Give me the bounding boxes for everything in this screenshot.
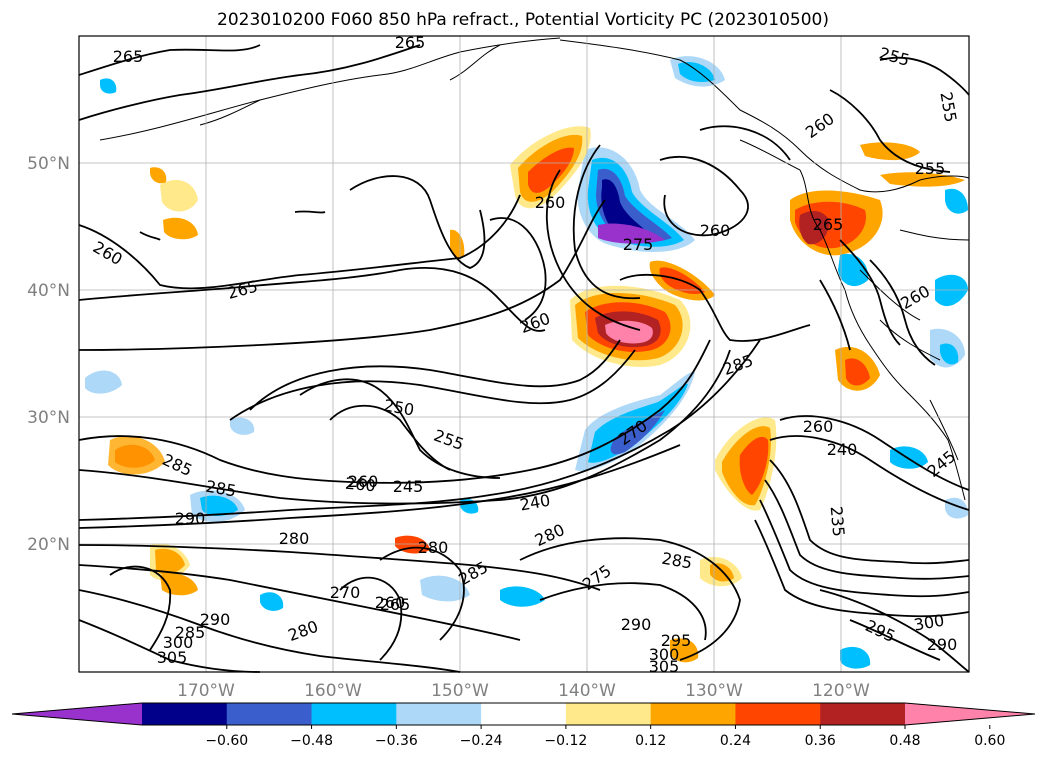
colorbar-tick-label: 0.24 bbox=[720, 733, 751, 749]
colorbar-segment bbox=[481, 703, 567, 725]
contour-label: 265 bbox=[395, 33, 426, 52]
contour-label: 260 bbox=[535, 193, 566, 212]
colorbar-tick-label: −0.24 bbox=[460, 733, 503, 749]
contour-label: 245 bbox=[393, 477, 424, 496]
lon-label-130w: 130°W bbox=[685, 681, 743, 701]
contour-label: 275 bbox=[623, 235, 654, 254]
colorbar-segment bbox=[226, 703, 313, 725]
contour-label: 305 bbox=[649, 657, 680, 676]
colorbar-segment bbox=[565, 703, 652, 725]
colorbar-tick-label: −0.48 bbox=[290, 733, 333, 749]
lon-label-140w: 140°W bbox=[558, 681, 616, 701]
contour-label: 285 bbox=[175, 623, 206, 642]
contour-label: 265 bbox=[380, 595, 411, 614]
contour-label: 290 bbox=[927, 635, 958, 654]
colorbar-extend-low bbox=[12, 703, 142, 725]
colorbar-outline bbox=[11, 702, 1036, 726]
contour-label: 260 bbox=[803, 417, 834, 436]
contour-label: 305 bbox=[157, 648, 188, 667]
contour-label: 265 bbox=[813, 215, 844, 234]
colorbar-tick-label: 0.12 bbox=[635, 733, 666, 749]
colorbar-segment bbox=[396, 703, 482, 725]
colorbar: −0.60 −0.48 −0.36 −0.24 −0.12 0.12 0.24 0.36 0.4… bbox=[11, 702, 1036, 749]
contour-label: 260 bbox=[700, 221, 731, 240]
lon-label-120w: 120°W bbox=[812, 681, 870, 701]
colorbar-tick-label: 0.36 bbox=[805, 733, 836, 749]
contour-label: 265 bbox=[113, 47, 144, 66]
latitude-labels: 50°N 40°N 30°N 20°N bbox=[27, 154, 70, 555]
contour-label: 295 bbox=[661, 631, 692, 650]
colorbar-tick-label: −0.36 bbox=[375, 733, 418, 749]
colorbar-segment bbox=[650, 703, 736, 725]
contour-label: 260 bbox=[348, 472, 379, 491]
contour-label: 260 bbox=[344, 474, 376, 496]
map-title: 2023010200 F060 850 hPa refract., Potent… bbox=[217, 10, 829, 30]
colorbar-segment bbox=[735, 703, 821, 725]
colorbar-tick-label: 0.48 bbox=[889, 733, 920, 749]
colorbar-extend-high bbox=[905, 703, 1035, 725]
contour-label: 300 bbox=[163, 633, 194, 652]
contour-label: 280 bbox=[418, 538, 449, 557]
contour-label: 290 bbox=[200, 610, 231, 629]
longitude-labels: 170°W 160°W 150°W 140°W 130°W 120°W bbox=[177, 681, 870, 701]
lon-label-170w: 170°W bbox=[177, 681, 235, 701]
lat-label-50n: 50°N bbox=[27, 154, 70, 174]
lat-label-20n: 20°N bbox=[27, 535, 70, 555]
contour-label: 270 bbox=[330, 583, 361, 602]
colorbar-segment bbox=[820, 703, 906, 725]
contour-label: 240 bbox=[827, 440, 858, 459]
refractivity-contours bbox=[78, 44, 970, 673]
contour-label: 280 bbox=[279, 529, 310, 548]
lon-label-160w: 160°W bbox=[304, 681, 362, 701]
lat-label-30n: 30°N bbox=[27, 408, 70, 428]
lat-label-40n: 40°N bbox=[27, 281, 70, 301]
colorbar-segment bbox=[311, 703, 397, 725]
colorbar-tick-label: −0.60 bbox=[205, 733, 248, 749]
colorbar-tick-label: 0.60 bbox=[974, 733, 1005, 749]
contour-label: 255 bbox=[915, 159, 946, 178]
map-panel: 265 265 260 265 260 260 260 275 255 255 … bbox=[78, 33, 970, 676]
contour-label: 290 bbox=[621, 615, 652, 634]
colorbar-tick-label: −0.12 bbox=[544, 733, 587, 749]
contour-label: 300 bbox=[649, 645, 680, 664]
colorbar-segment bbox=[142, 703, 228, 725]
contour-label: 290 bbox=[175, 509, 206, 528]
contour-label: 235 bbox=[827, 505, 849, 537]
contour-label: 260 bbox=[375, 593, 406, 612]
lon-label-150w: 150°W bbox=[431, 681, 489, 701]
